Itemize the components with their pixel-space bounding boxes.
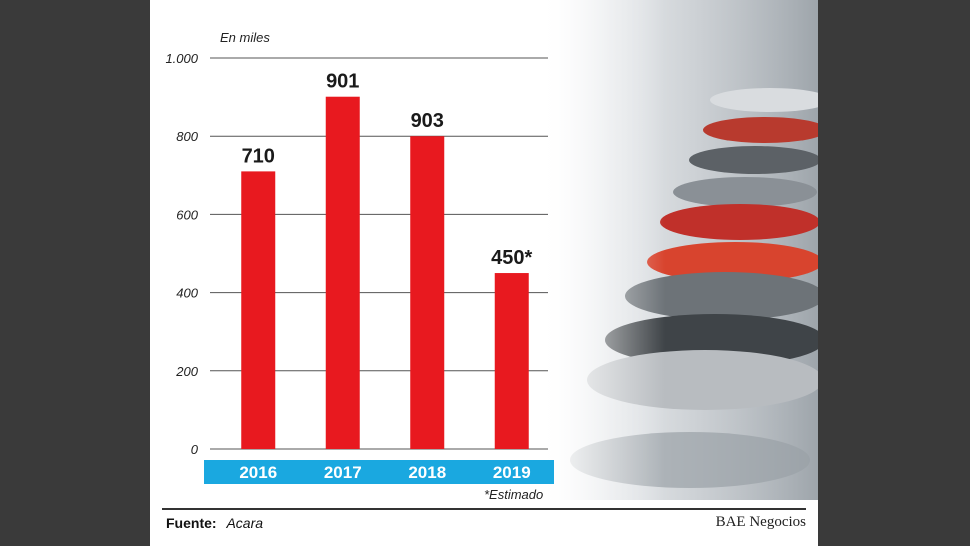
y-tick-label: 400 [176,286,198,301]
x-tick-label-2017: 2017 [324,463,362,482]
x-tick-label-2016: 2016 [239,463,277,482]
data-label-2016: 710 [242,145,275,167]
unit-label: En miles [220,30,270,45]
bar-2017 [325,96,360,450]
y-tick-label: 600 [176,207,198,222]
estimate-note: *Estimado [484,487,544,502]
source-line: Fuente: Acara [166,515,263,531]
x-axis: 2016 2017 2018 2019 [239,463,530,482]
bar-2019 [494,273,529,449]
y-tick-label: 200 [175,364,198,379]
x-tick-label-2019: 2019 [493,463,531,482]
bars [241,96,529,450]
data-label-2019: 450* [491,247,532,269]
source-label: Fuente: [166,515,217,531]
data-labels: 710 901 903 450* [242,71,533,269]
bar-2016 [241,171,276,449]
y-tick-label: 1.000 [165,51,198,66]
data-label-2017: 901 [326,71,359,93]
y-tick-label: 0 [191,442,199,457]
year-band [204,460,554,484]
x-tick-label-2018: 2018 [408,463,446,482]
publisher-credit: BAE Negocios [715,514,806,530]
footer-divider [162,508,806,510]
parked-cars-photo [540,0,818,500]
y-tick-label: 800 [176,129,198,144]
infographic-card: 0 200 400 600 800 1.000 710 901 903 450* 2016 201… [150,0,818,546]
source-value: Acara [226,515,264,531]
bar-2018 [410,136,445,449]
data-label-2018: 903 [411,110,444,132]
y-axis: 0 200 400 600 800 1.000 [165,51,198,457]
category-axis-band [204,460,554,484]
